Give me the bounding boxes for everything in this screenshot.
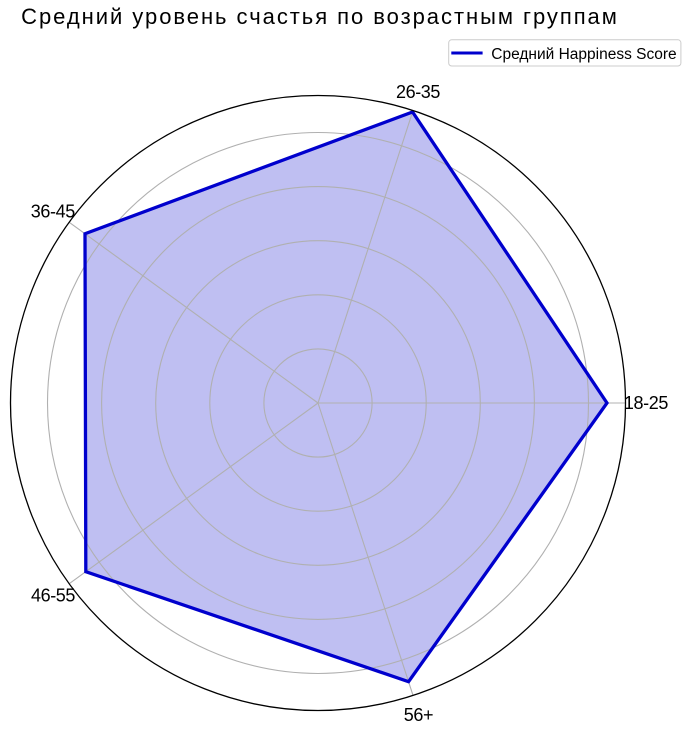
svg-text:56+: 56+: [404, 705, 433, 725]
svg-text:18-25: 18-25: [624, 393, 668, 413]
svg-text:Средний уровень счастья по воз: Средний уровень счастья по возрастным гр…: [21, 4, 619, 29]
svg-text:46-55: 46-55: [31, 586, 75, 606]
svg-text:26-35: 26-35: [396, 82, 440, 102]
svg-text:36-45: 36-45: [31, 202, 75, 222]
svg-text:Средний Happiness Score: Средний Happiness Score: [491, 46, 676, 63]
